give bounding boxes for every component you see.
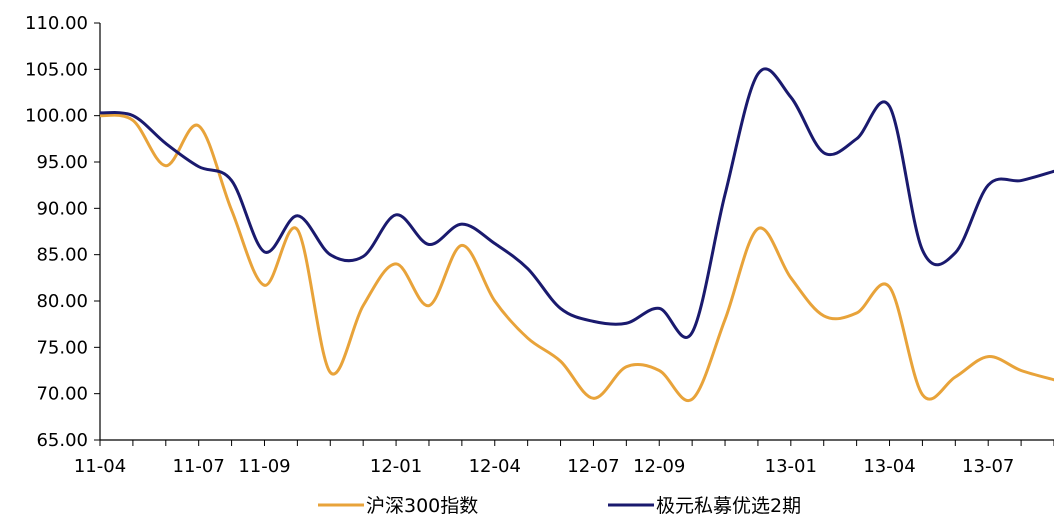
x-tick-label: 11-07 xyxy=(173,456,225,477)
x-tick-label: 13-04 xyxy=(863,456,915,477)
x-tick-label: 12-04 xyxy=(469,456,521,477)
x-tick-label: 12-01 xyxy=(370,456,422,477)
y-tick-label: 90.00 xyxy=(36,198,88,219)
series-line-1 xyxy=(100,67,1054,339)
y-tick-label: 105.00 xyxy=(25,59,88,80)
y-tick-label: 95.00 xyxy=(36,152,88,173)
legend-label-0: 沪深300指数 xyxy=(366,495,478,517)
y-tick-label: 75.00 xyxy=(36,337,88,358)
x-tick-label: 13-07 xyxy=(962,456,1014,477)
series-lines xyxy=(100,67,1054,403)
x-tick-label: 11-09 xyxy=(238,456,290,477)
y-axis: 65.00 70.00 75.00 80.00 85.00 90.00 95.00 100.0… xyxy=(25,13,101,451)
y-tick-label: 110.00 xyxy=(25,13,88,34)
y-tick-label: 100.00 xyxy=(25,106,88,127)
x-tick-label: 12-09 xyxy=(633,456,685,477)
legend: 沪深300指数 极元私募优选2期 xyxy=(318,495,801,517)
y-tick-label: 70.00 xyxy=(36,384,88,405)
x-tick-label: 11-04 xyxy=(74,456,126,477)
series-line-0 xyxy=(100,113,1054,403)
y-tick-label: 85.00 xyxy=(36,245,88,266)
legend-label-1: 极元私募优选2期 xyxy=(656,495,801,517)
y-tick-label: 65.00 xyxy=(36,430,88,451)
x-tick-label: 13-01 xyxy=(765,456,817,477)
y-tick-label: 80.00 xyxy=(36,291,88,312)
x-axis: 11-04 11-07 11-09 12-01 12-04 12-07 12-09 13-01… xyxy=(74,439,1054,477)
x-tick-label: 12-07 xyxy=(567,456,619,477)
